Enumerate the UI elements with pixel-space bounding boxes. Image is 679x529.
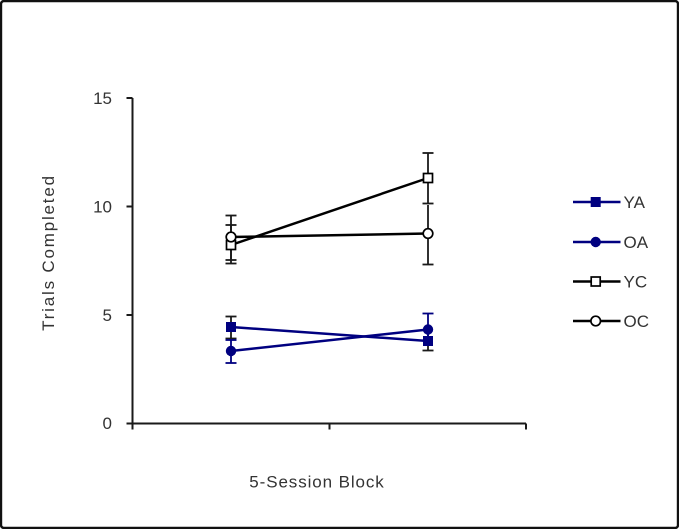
- svg-text:YA: YA: [624, 193, 646, 212]
- svg-text:YC: YC: [624, 273, 648, 292]
- svg-text:5-Session Block: 5-Session Block: [249, 473, 384, 492]
- svg-text:5: 5: [103, 306, 112, 325]
- svg-text:Trials Completed: Trials Completed: [39, 174, 58, 331]
- svg-text:0: 0: [103, 414, 112, 433]
- svg-text:10: 10: [93, 198, 112, 217]
- svg-text:OC: OC: [624, 312, 650, 331]
- svg-text:15: 15: [93, 89, 112, 108]
- svg-text:OA: OA: [624, 233, 649, 252]
